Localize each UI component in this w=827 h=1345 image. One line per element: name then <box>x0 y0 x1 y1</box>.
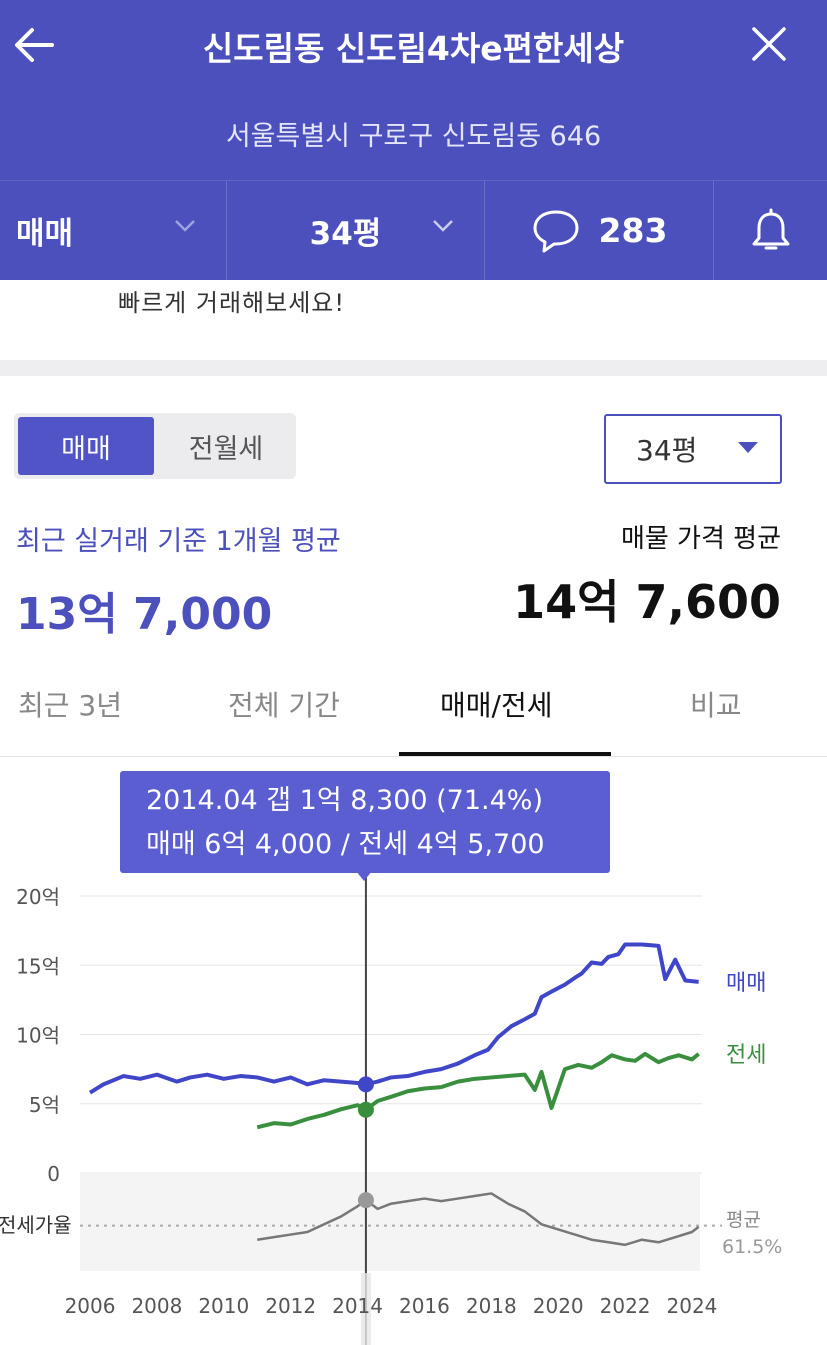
app-header: 신도림동 신도림4차e편한세상 서울특별시 구로구 신도림동 646 매매 34… <box>0 0 827 280</box>
recent-trade-label: 최근 실거래 기준 1개월 평균 <box>16 526 341 557</box>
ratio-series-line <box>257 1192 700 1247</box>
y-tick-label: 5억 <box>29 1093 60 1117</box>
close-icon[interactable] <box>749 24 789 64</box>
ratio-series-label: 전세가율 <box>0 1213 72 1237</box>
y-tick-label: 10억 <box>16 1024 60 1048</box>
x-tick-label: 2014 <box>332 1294 383 1318</box>
x-tick-label: 2018 <box>466 1294 517 1318</box>
ratio-marker <box>357 1192 374 1209</box>
tab-sale-jeonse[interactable]: 매매/전세 <box>440 689 553 722</box>
address-text: 서울특별시 구로구 신도림동 646 <box>225 121 602 152</box>
size-label: 34평 <box>309 216 382 252</box>
x-tick-label: 2016 <box>399 1294 450 1318</box>
tooltip-pointer <box>356 871 372 881</box>
tab-all-period[interactable]: 전체 기간 <box>228 689 340 722</box>
comment-count: 283 <box>598 211 668 250</box>
header-separator <box>713 181 714 280</box>
x-tick-label: 2006 <box>65 1294 116 1318</box>
ratio-panel-bg <box>80 1173 700 1271</box>
active-tab-indicator <box>399 752 611 756</box>
deal-type-label: 매매 <box>16 216 74 252</box>
comments-button[interactable]: 283 <box>485 181 713 280</box>
series-label-sale: 매매 <box>726 971 766 996</box>
header-separator <box>484 181 485 280</box>
tab-recent-3y[interactable]: 최근 3년 <box>18 689 122 722</box>
recent-trade-price: 13억 7,000 <box>16 589 273 640</box>
listing-avg-label: 매물 가격 평균 <box>620 524 781 554</box>
chevron-down-icon <box>175 220 195 232</box>
x-tick-label: 2010 <box>198 1294 249 1318</box>
x-tick-label: 2024 <box>667 1294 718 1318</box>
size-dropdown[interactable]: 34평 <box>604 414 782 484</box>
x-tick-label: 2020 <box>533 1294 584 1318</box>
y-tick-label: 20억 <box>16 885 60 909</box>
price-chart[interactable]: 0 5억 10억 15억 20억 매매 전세 전세가율 평균 61.5% 2006 200… <box>0 760 827 1345</box>
size-dropdown-value: 34평 <box>636 434 698 467</box>
tooltip-price-line: 매매 6억 4,000 / 전세 4억 5,700 <box>146 829 545 860</box>
x-tick-label: 2008 <box>131 1294 182 1318</box>
deal-type-selector[interactable]: 매매 <box>0 181 226 280</box>
y-tick-label: 0 <box>47 1162 60 1186</box>
bell-icon <box>752 208 789 249</box>
header-separator <box>226 181 227 280</box>
speech-bubble-icon <box>533 210 579 252</box>
tab-divider <box>0 756 827 757</box>
chart-tooltip: 2014.04 갭 1억 8,300 (71.4%) 매매 6억 4,000 /… <box>120 771 610 881</box>
size-selector[interactable]: 34평 <box>227 181 484 280</box>
tab-compare[interactable]: 비교 <box>690 689 742 722</box>
chevron-down-icon <box>433 220 453 232</box>
jeonse-series-line <box>256 1051 700 1130</box>
selection-cursor-shade <box>360 1273 371 1345</box>
sale-series-line <box>88 942 699 1095</box>
x-tick-label: 2022 <box>600 1294 651 1318</box>
caret-down-icon <box>738 442 758 453</box>
section-divider <box>0 360 827 376</box>
notification-button[interactable] <box>714 181 827 280</box>
jeonse-marker <box>357 1101 374 1118</box>
toggle-rent[interactable]: 전월세 <box>188 433 264 465</box>
listing-avg-price: 14억 7,600 <box>513 575 781 629</box>
back-arrow-icon[interactable] <box>8 18 62 72</box>
tooltip-gap-line: 2014.04 갭 1억 8,300 (71.4%) <box>146 785 543 816</box>
page-title: 신도림동 신도림4차e편한세상 <box>202 29 625 68</box>
y-tick-label: 15억 <box>16 954 60 978</box>
series-label-jeonse: 전세 <box>726 1043 766 1068</box>
toggle-sale[interactable]: 매매 <box>18 417 154 475</box>
ratio-average-value: 61.5% <box>722 1236 782 1258</box>
header-divider <box>0 180 827 181</box>
sale-marker <box>357 1076 374 1093</box>
promo-banner-text: 빠르게 거래해보세요! <box>118 289 345 317</box>
deal-type-toggle: 매매 전월세 <box>14 413 296 479</box>
ratio-average-label: 평균 <box>726 1209 761 1231</box>
x-tick-label: 2012 <box>265 1294 316 1318</box>
